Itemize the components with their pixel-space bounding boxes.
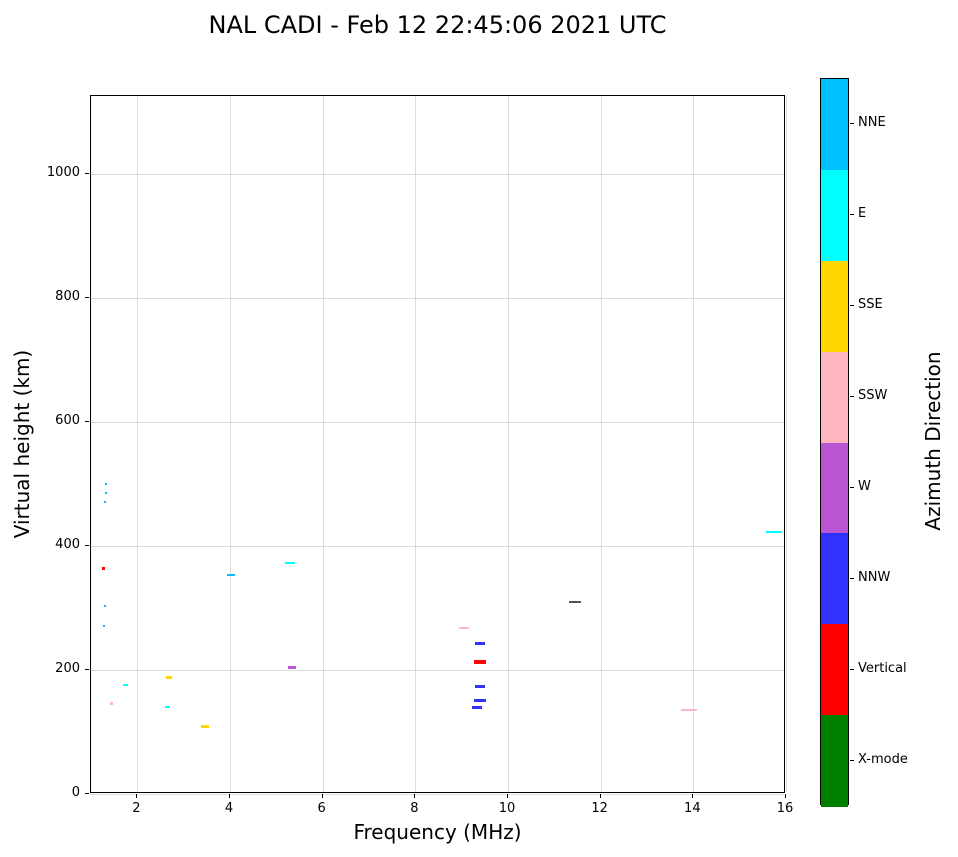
x-tick-label: 10 <box>498 801 516 816</box>
data-point <box>102 624 105 627</box>
colorbar-segment-nne <box>821 79 848 171</box>
x-gridline <box>137 96 139 792</box>
x-tick-label: 8 <box>410 801 419 816</box>
colorbar-segment-x-mode <box>821 715 848 807</box>
data-point <box>201 725 210 729</box>
y-gridline <box>91 173 784 175</box>
data-point <box>458 626 469 629</box>
chart-title: NAL CADI - Feb 12 22:45:06 2021 UTC <box>208 11 667 39</box>
y-tick-label: 600 <box>55 412 80 428</box>
plot-area <box>90 95 787 795</box>
x-tick <box>136 794 138 798</box>
x-gridline <box>508 96 509 792</box>
colorbar-tick <box>850 305 854 307</box>
colorbar-segment-nnw <box>821 533 848 625</box>
data-point <box>569 600 582 603</box>
colorbar-tick <box>850 759 854 761</box>
colorbar-category-label: SSW <box>858 388 888 404</box>
data-point <box>285 562 296 565</box>
y-gridline <box>91 297 784 299</box>
x-gridline <box>230 96 231 792</box>
colorbar-category-label: Vertical <box>858 660 907 676</box>
x-tick <box>785 794 786 798</box>
colorbar-tick <box>850 486 854 488</box>
data-point <box>680 709 697 712</box>
y-tick <box>85 296 89 298</box>
data-point <box>474 659 487 664</box>
data-point <box>104 482 107 485</box>
data-point <box>165 705 171 708</box>
y-tick <box>85 172 89 174</box>
y-tick-label: 800 <box>55 288 80 304</box>
colorbar-title: Azimuth Direction <box>921 351 945 531</box>
x-tick <box>507 794 508 798</box>
data-point <box>104 492 107 495</box>
x-tick-label: 14 <box>684 801 701 816</box>
data-point <box>102 567 105 571</box>
y-gridline <box>91 794 784 795</box>
y-gridline <box>91 669 784 671</box>
colorbar-tick <box>850 123 854 125</box>
colorbar-tick <box>850 668 854 670</box>
y-tick-label: 1000 <box>46 164 80 180</box>
colorbar-tick <box>850 577 854 579</box>
colorbar-segment-ssw <box>821 351 848 443</box>
colorbar-segment-sse <box>821 260 848 353</box>
colorbar-segment-vertical <box>821 624 848 716</box>
y-tick <box>85 544 89 546</box>
colorbar-category-label: NNW <box>858 569 891 585</box>
x-gridline <box>693 96 695 792</box>
y-tick-label: 400 <box>55 536 80 552</box>
data-point <box>110 701 114 705</box>
data-point <box>287 665 296 669</box>
x-tick-label: 16 <box>776 801 794 816</box>
x-tick <box>692 794 694 798</box>
colorbar-segment-w <box>821 442 848 534</box>
data-point <box>766 531 783 534</box>
colorbar-tick <box>850 214 854 216</box>
data-point <box>165 676 172 680</box>
colorbar-category-label: NNE <box>858 115 886 131</box>
y-tick-label: 0 <box>71 785 80 800</box>
data-point <box>474 698 487 702</box>
y-tick <box>85 420 89 422</box>
colorbar-tick <box>850 396 854 398</box>
data-point <box>475 685 486 689</box>
x-gridline <box>322 96 324 792</box>
x-tick <box>229 794 230 798</box>
colorbar <box>820 78 849 807</box>
data-point <box>103 605 106 607</box>
data-point <box>227 573 236 576</box>
x-gridline <box>415 96 417 792</box>
x-gridline <box>600 96 602 792</box>
y-tick <box>85 793 89 794</box>
x-tick <box>599 794 601 798</box>
y-gridline <box>91 545 784 547</box>
x-tick-label: 4 <box>224 801 234 816</box>
colorbar-category-label: SSE <box>858 297 883 313</box>
y-gridline <box>91 421 784 423</box>
x-tick-label: 12 <box>591 801 608 816</box>
x-tick <box>321 794 323 798</box>
y-tick <box>85 668 89 670</box>
x-axis-label: Frequency (MHz) <box>353 820 522 844</box>
colorbar-category-label: X-mode <box>858 751 908 767</box>
x-gridline <box>786 96 787 792</box>
data-point <box>103 501 106 504</box>
colorbar-category-label: W <box>858 478 871 494</box>
y-tick-label: 200 <box>55 660 80 676</box>
colorbar-category-label: E <box>858 206 867 222</box>
data-point <box>475 641 486 645</box>
colorbar-segment-e <box>821 169 848 262</box>
y-axis-label: Virtual height (km) <box>10 349 34 539</box>
x-tick-label: 6 <box>317 801 326 816</box>
data-point <box>471 705 482 709</box>
x-tick <box>414 794 416 798</box>
data-point <box>123 683 129 686</box>
x-tick-label: 2 <box>132 801 141 816</box>
